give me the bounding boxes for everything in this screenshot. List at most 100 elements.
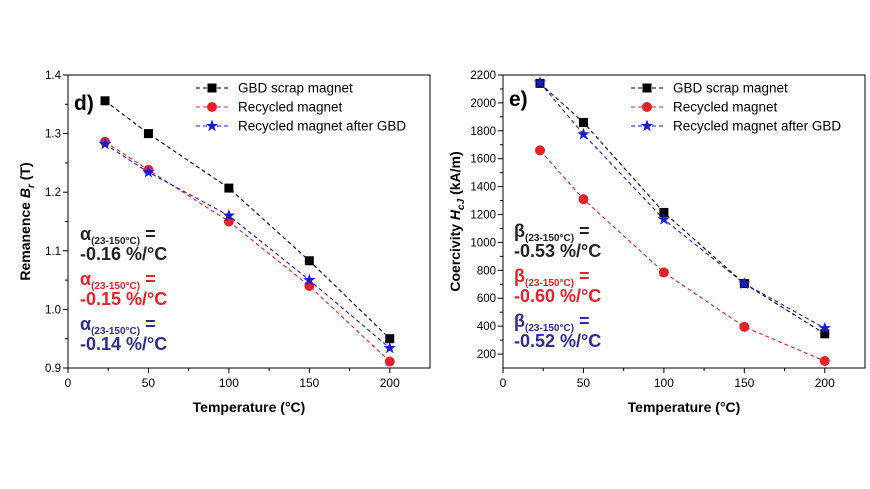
- y-axis-label: Coercivity HcJ (kA/m): [447, 151, 467, 291]
- legend-label: GBD scrap magnet: [238, 81, 353, 96]
- legend-marker: [207, 102, 217, 112]
- data-point: [820, 329, 830, 339]
- legend: GBD scrap magnet Recycled magnet Recycled …: [196, 81, 406, 134]
- y-tick-label: 0.9: [45, 363, 61, 375]
- y-tick-label: 1800: [470, 126, 496, 138]
- y-axis-label-unit: (T): [17, 162, 33, 184]
- coefficient-value: -0.53 %/°C: [514, 241, 601, 261]
- legend-marker: [205, 119, 219, 132]
- coefficient-symbol: α: [80, 314, 91, 334]
- coefficient-value: -0.16 %/°C: [80, 244, 167, 264]
- data-point: [100, 96, 110, 106]
- y-axis-label-subscript: cJ: [456, 198, 467, 210]
- coefficient-equals: =: [140, 314, 156, 334]
- y-tick-label: 400: [477, 321, 496, 333]
- data-point: [535, 145, 546, 156]
- x-tick-label: 100: [219, 376, 239, 390]
- coefficient-annotation: α(23-150°C) =-0.14 %/°C: [80, 314, 167, 354]
- y-axis-label-main: Coercivity: [447, 220, 463, 292]
- legend-label: Recycled magnet: [673, 100, 778, 115]
- coefficient-range: (23-150°C): [525, 233, 574, 244]
- legend-label: GBD scrap magnet: [673, 81, 788, 96]
- y-axis-label-main: Remanence: [17, 198, 33, 280]
- x-tick-label: 200: [815, 376, 835, 390]
- coefficient-symbol: β: [514, 266, 525, 286]
- coefficient-equals: =: [140, 224, 156, 244]
- legend-label: Recycled magnet: [238, 100, 343, 115]
- coefficient-value: -0.60 %/°C: [514, 286, 601, 306]
- coefficient-symbol-line: α(23-150°C) =: [80, 269, 156, 292]
- data-point: [142, 165, 155, 178]
- chart-panel-e: 0 50 100 150 200 200 400 600 800 1000 1200 1400 1600…: [447, 70, 866, 415]
- y-axis-label-symbol: H: [447, 209, 463, 220]
- panel-label: d): [74, 92, 94, 115]
- coefficient-range: (23-150°C): [91, 326, 140, 337]
- coefficient-annotation: β(23-150°C) =-0.52 %/°C: [514, 311, 601, 351]
- data-point: [739, 321, 750, 332]
- data-point: [98, 137, 112, 150]
- data-point: [384, 356, 395, 367]
- y-axis-label-unit: (kA/m): [447, 151, 463, 198]
- coefficient-equals: =: [140, 269, 156, 289]
- y-tick-label: 2200: [470, 70, 496, 82]
- series-1: [100, 96, 395, 344]
- x-axis-label: Temperature (°C): [628, 399, 741, 415]
- series-2: [535, 145, 830, 367]
- y-tick-label: 1.1: [45, 246, 61, 258]
- coefficient-symbol: α: [80, 269, 91, 289]
- coefficient-symbol-line: β(23-150°C) =: [514, 266, 590, 289]
- coefficient-annotation: β(23-150°C) =-0.60 %/°C: [514, 266, 601, 306]
- y-tick-label: 1200: [470, 210, 496, 222]
- coefficient-symbol-line: α(23-150°C) =: [80, 314, 156, 337]
- x-tick-label: 50: [577, 376, 591, 390]
- y-tick-label: 1.4: [45, 70, 62, 82]
- data-point: [303, 273, 316, 286]
- data-point: [819, 356, 830, 367]
- legend-marker: [640, 119, 654, 132]
- coefficient-value: -0.15 %/°C: [80, 289, 167, 309]
- coefficient-annotation: α(23-150°C) =-0.15 %/°C: [80, 269, 167, 309]
- y-tick-label: 2000: [470, 98, 496, 110]
- data-point: [818, 321, 831, 334]
- x-tick-label: 0: [500, 376, 507, 390]
- y-tick-label: 200: [477, 349, 496, 361]
- x-tick-label: 0: [65, 376, 72, 390]
- data-point: [383, 341, 396, 354]
- y-tick-label: 1.0: [45, 304, 61, 316]
- plot-frame: [502, 74, 866, 369]
- coefficient-symbol: β: [514, 311, 525, 331]
- y-tick-label: 800: [477, 265, 496, 277]
- coefficient-equals: =: [574, 266, 590, 286]
- legend-label: Recycled magnet after GBD: [238, 119, 406, 134]
- panel-label: e): [509, 88, 528, 111]
- data-point: [578, 194, 589, 205]
- legend-marker: [642, 83, 652, 93]
- coefficient-symbol-line: β(23-150°C) =: [514, 311, 590, 334]
- data-point: [658, 267, 669, 278]
- series-3: [98, 137, 396, 354]
- x-axis-label: Temperature (°C): [193, 399, 306, 415]
- legend-marker: [207, 83, 217, 93]
- legend-label: Recycled magnet after GBD: [673, 119, 841, 134]
- data-point: [657, 212, 671, 225]
- coefficient-range: (23-150°C): [91, 281, 140, 292]
- coefficient-annotation: β(23-150°C) =-0.53 %/°C: [514, 221, 601, 261]
- chart-panel-d: 0 50 100 150 200 0.9 1.0 1.1 1.2 1.3 1.4 Temperatur…: [17, 70, 431, 415]
- legend: GBD scrap magnet Recycled magnet Recycled …: [631, 81, 841, 134]
- y-tick-label: 1.2: [45, 187, 61, 199]
- data-point: [738, 277, 751, 289]
- data-point: [659, 207, 669, 217]
- coefficient-symbol: β: [514, 221, 525, 241]
- coefficient-range: (23-150°C): [525, 323, 574, 334]
- coefficient-symbol: α: [80, 224, 91, 244]
- coefficient-symbol-line: α(23-150°C) =: [80, 224, 156, 247]
- x-tick-label: 150: [734, 376, 754, 390]
- data-point: [578, 117, 588, 127]
- y-tick-label: 1.3: [45, 129, 61, 141]
- data-point: [577, 127, 590, 140]
- data-point: [304, 256, 314, 266]
- x-tick-label: 200: [380, 376, 400, 390]
- x-tick-label: 150: [299, 376, 319, 390]
- y-tick-label: 1600: [470, 154, 496, 166]
